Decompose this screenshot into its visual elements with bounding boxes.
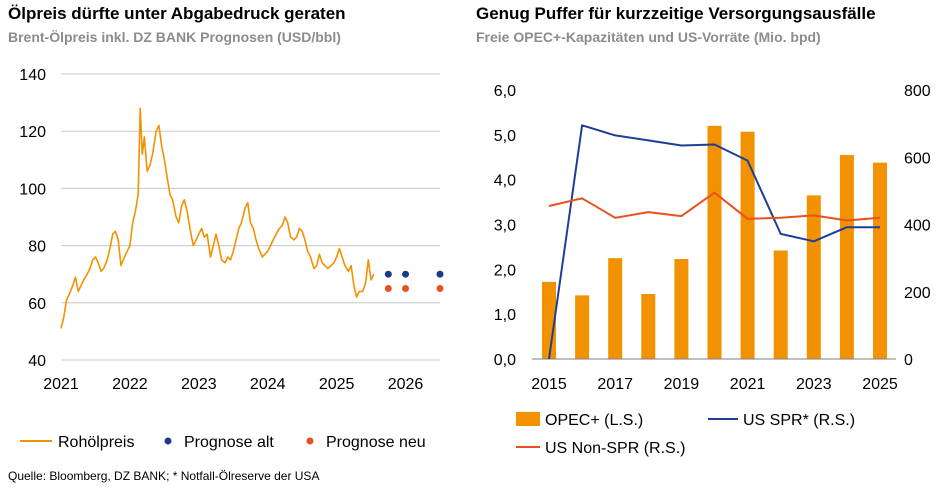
- y-left-tick-label: 2,0: [494, 262, 516, 279]
- x-tick-label: 2021: [43, 376, 79, 393]
- x-tick-label: 2024: [250, 376, 286, 393]
- y-tick-label: 80: [28, 239, 46, 256]
- forecast-new-point: [402, 285, 410, 292]
- forecast-old-point: [436, 270, 444, 278]
- crude-oil-price-line: [60, 107, 375, 329]
- forecast-old-point: [384, 270, 392, 278]
- forecast-new-point: [436, 285, 444, 292]
- y-left-tick-label: 3,0: [494, 218, 516, 235]
- x-tick-label: 2017: [597, 376, 633, 393]
- y-right-tick-label: 400: [904, 218, 931, 235]
- x-tick-label: 2019: [664, 376, 700, 393]
- y-right-tick-label: 600: [904, 150, 931, 167]
- opec-bar: [839, 155, 854, 359]
- x-tick-label: 2023: [181, 376, 217, 393]
- forecast-new-point: [384, 285, 392, 292]
- y-right-tick-label: 200: [904, 285, 931, 302]
- opec-bar: [674, 259, 689, 359]
- y-tick-label: 60: [28, 296, 46, 313]
- opec-bar: [608, 258, 623, 359]
- opec-bar: [773, 250, 788, 359]
- chart2-subtitle: Freie OPEC+-Kapazitäten und US-Vorräte (…: [476, 29, 821, 45]
- legend-dot-swatch: [164, 437, 172, 445]
- x-tick-label: 2026: [388, 376, 424, 393]
- x-tick-label: 2023: [796, 376, 832, 393]
- us-non-spr-line: [548, 191, 881, 222]
- x-tick-label: 2021: [730, 376, 766, 393]
- legend-label: Prognose neu: [326, 434, 426, 451]
- legend-label: Prognose alt: [184, 434, 274, 451]
- opec-bar: [575, 295, 590, 359]
- forecast-old-point: [402, 270, 410, 278]
- y-tick-label: 140: [19, 67, 46, 84]
- chart1-title: Ölpreis dürfte unter Abgabedruck geraten: [8, 4, 346, 23]
- opec-bar: [873, 162, 887, 359]
- y-right-tick-label: 800: [904, 83, 931, 100]
- chart1-subtitle: Brent-Ölpreis inkl. DZ BANK Prognosen (U…: [8, 29, 341, 45]
- y-left-tick-label: 1,0: [494, 307, 516, 324]
- y-left-tick-label: 4,0: [494, 173, 516, 190]
- opec-bar: [740, 131, 755, 359]
- legend-dot-swatch: [306, 437, 314, 445]
- x-tick-label: 2015: [531, 376, 567, 393]
- legend-label: US SPR* (R.S.): [743, 412, 855, 429]
- legend-label: OPEC+ (L.S.): [545, 412, 643, 429]
- chart2-title: Genug Puffer für kurzzeitige Versorgungs…: [476, 4, 876, 23]
- legend-label: Rohölpreis: [58, 434, 134, 451]
- opec-bar: [806, 195, 821, 359]
- y-tick-label: 100: [19, 181, 46, 198]
- y-tick-label: 40: [28, 353, 46, 370]
- y-left-tick-label: 5,0: [494, 128, 516, 145]
- opec-bar: [641, 293, 656, 359]
- legend-label: US Non-SPR (R.S.): [545, 440, 685, 457]
- x-tick-label: 2025: [319, 376, 355, 393]
- legend-bar-swatch: [516, 412, 540, 426]
- x-tick-label: 2025: [862, 376, 898, 393]
- spare-capacity-chart: 0,0 1,0 2,0 3,0 4,0 5,0 6,0 0 200 400 600 800 2015 20…: [494, 83, 931, 457]
- y-left-tick-label: 6,0: [494, 83, 516, 100]
- y-right-tick-label: 0: [904, 352, 913, 369]
- oil-price-chart: 40 60 80 100 120 140 2021 2022 2023 2024 2025 2026 R…: [19, 67, 444, 451]
- source-note: Quelle: Bloomberg, DZ BANK; * Notfall-Öl…: [8, 469, 320, 483]
- x-tick-label: 2022: [112, 376, 148, 393]
- y-tick-label: 120: [19, 124, 46, 141]
- y-left-tick-label: 0,0: [494, 352, 516, 369]
- us-spr-line: [548, 124, 880, 360]
- opec-bar: [707, 125, 722, 359]
